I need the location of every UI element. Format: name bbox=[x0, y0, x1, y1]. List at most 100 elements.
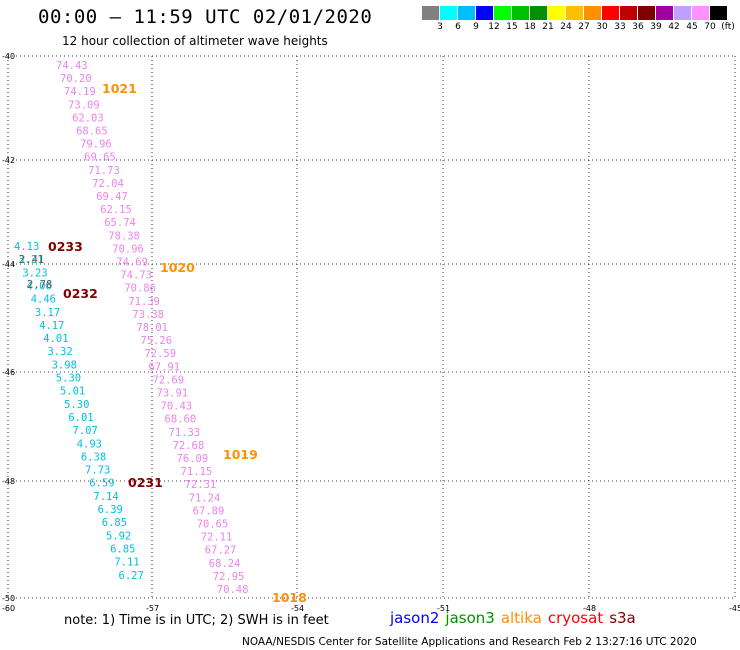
legend-swatch bbox=[602, 6, 620, 20]
wave-height-value: 72.31 bbox=[185, 479, 217, 491]
pass-time-label: 1021 bbox=[102, 81, 137, 96]
wave-height-value: 70.20 bbox=[60, 73, 92, 85]
pass-time-label: 0231 bbox=[128, 475, 163, 490]
wave-height-value: 71.33 bbox=[169, 427, 201, 439]
legend-label: 18 bbox=[524, 22, 536, 32]
wave-height-value: 71.15 bbox=[181, 466, 213, 478]
wave-height-value: 5.30 bbox=[64, 399, 89, 411]
pass-time-labels: 1021 0233 1020 0232 1019 0231 1018 bbox=[48, 81, 307, 605]
wave-height-value: 75.26 bbox=[140, 335, 172, 347]
wave-height-value: 7.11 bbox=[114, 557, 139, 569]
wave-height-value: 62.03 bbox=[72, 112, 104, 124]
wave-height-value: 67.27 bbox=[205, 545, 237, 557]
wave-height-value: 4.06 bbox=[27, 280, 52, 292]
legend-label: 30 bbox=[596, 22, 608, 32]
wave-height-value: 4.13 bbox=[14, 241, 39, 253]
lon-tick-label: -60 bbox=[2, 604, 15, 613]
wave-height-value: 69.47 bbox=[96, 191, 128, 203]
lon-tick-label: -51 bbox=[437, 604, 450, 613]
wave-height-value: 6.38 bbox=[81, 451, 106, 463]
wave-height-value: 71.73 bbox=[88, 165, 120, 177]
wave-height-value: 74.73 bbox=[120, 270, 152, 282]
legend-swatch bbox=[512, 6, 530, 20]
wave-height-value: 4.17 bbox=[39, 320, 64, 332]
wave-height-value: 2.78 bbox=[27, 279, 52, 291]
wave-height-value: 6.85 bbox=[110, 543, 135, 555]
wave-height-value: 7.14 bbox=[93, 491, 118, 503]
wave-height-value: 4.93 bbox=[77, 438, 102, 450]
lat-tick-label: -42 bbox=[2, 156, 15, 165]
legend-swatch bbox=[566, 6, 584, 20]
legend-label: 9 bbox=[473, 22, 479, 32]
wave-height-value: 4.46 bbox=[31, 294, 56, 306]
wave-height-value: 71.24 bbox=[189, 492, 221, 504]
wave-height-value: 6.01 bbox=[68, 412, 93, 424]
credit-line: NOAA/NESDIS Center for Satellite Applica… bbox=[242, 636, 697, 648]
wave-height-value: 3.32 bbox=[47, 346, 72, 358]
lat-tick-label: -50 bbox=[2, 594, 15, 603]
pass-time-label: 1019 bbox=[223, 447, 258, 462]
wave-height-value: 78.01 bbox=[136, 322, 168, 334]
wave-height-value: 5.92 bbox=[106, 530, 131, 542]
wave-height-value: 72.59 bbox=[144, 348, 176, 360]
wave-height-value: 6.85 bbox=[102, 517, 127, 529]
wave-height-value: 70.65 bbox=[197, 519, 229, 531]
wave-height-value: 7.73 bbox=[85, 465, 110, 477]
wave-height-value: 3.17 bbox=[35, 307, 60, 319]
lat-tick-label: -46 bbox=[2, 368, 15, 377]
wave-height-value: 72.69 bbox=[152, 374, 184, 386]
legend-swatch bbox=[638, 6, 656, 20]
legend-swatch bbox=[674, 6, 692, 20]
legend-label: 36 bbox=[632, 22, 644, 32]
legend-swatch bbox=[422, 6, 440, 20]
satellite-name: cryosat bbox=[547, 609, 604, 627]
wave-height-value: 65.74 bbox=[104, 217, 136, 229]
legend-label: (ft) bbox=[721, 22, 735, 32]
legend-label: 21 bbox=[542, 22, 554, 32]
legend-swatch bbox=[548, 6, 566, 20]
wave-height-value: 2.41 bbox=[19, 254, 44, 266]
legend-swatch bbox=[584, 6, 602, 20]
legend-swatch bbox=[710, 6, 728, 20]
pass-time-label: 1020 bbox=[160, 260, 195, 275]
legend-label: 3 bbox=[437, 22, 443, 32]
wave-height-value: 68.24 bbox=[209, 558, 241, 570]
satellite-name: jason2 bbox=[390, 609, 440, 627]
legend-swatch bbox=[620, 6, 638, 20]
wave-height-value: 6.27 bbox=[119, 570, 144, 582]
legend-label: 12 bbox=[488, 22, 500, 32]
wave-height-value: 67.89 bbox=[193, 505, 225, 517]
satellite-name: s3a bbox=[609, 609, 636, 627]
pass-time-label: 0233 bbox=[48, 239, 83, 254]
wave-height-value: 73.09 bbox=[68, 99, 100, 111]
legend-swatch bbox=[656, 6, 674, 20]
legend-label: 45 bbox=[686, 22, 698, 32]
legend-label: 6 bbox=[455, 22, 461, 32]
lat-tick-label: -48 bbox=[2, 477, 15, 486]
wave-height-value: 72.68 bbox=[173, 440, 205, 452]
legend-swatch bbox=[692, 6, 710, 20]
wave-height-value: 72.04 bbox=[92, 178, 124, 190]
wave-height-value: 72.11 bbox=[201, 532, 233, 544]
legend-label: 42 bbox=[668, 22, 680, 32]
satellite-name: altika bbox=[500, 609, 542, 627]
wave-height-value: 68.65 bbox=[76, 126, 108, 138]
wave-height-value: 70.96 bbox=[112, 243, 144, 255]
wave-height-value: 69.65 bbox=[84, 152, 116, 164]
wave-height-value: 73.91 bbox=[157, 388, 189, 400]
wave-height-value: 74.19 bbox=[64, 86, 96, 98]
wave-height-value: 6.59 bbox=[89, 478, 114, 490]
wave-height-value: 4.01 bbox=[43, 333, 68, 345]
wave-height-value: 68.60 bbox=[165, 414, 197, 426]
wave-height-value: 3.21 bbox=[18, 254, 43, 266]
wave-height-value: 3.98 bbox=[52, 359, 77, 371]
legend-label: 15 bbox=[506, 22, 518, 32]
wave-height-value: 70.86 bbox=[124, 283, 156, 295]
pass-time-label: 0232 bbox=[63, 286, 98, 301]
lon-tick-label: -48 bbox=[583, 604, 596, 613]
wave-height-value: 7.07 bbox=[73, 425, 98, 437]
map-subtitle: 12 hour collection of altimeter wave hei… bbox=[62, 34, 328, 48]
legend-swatch bbox=[530, 6, 548, 20]
